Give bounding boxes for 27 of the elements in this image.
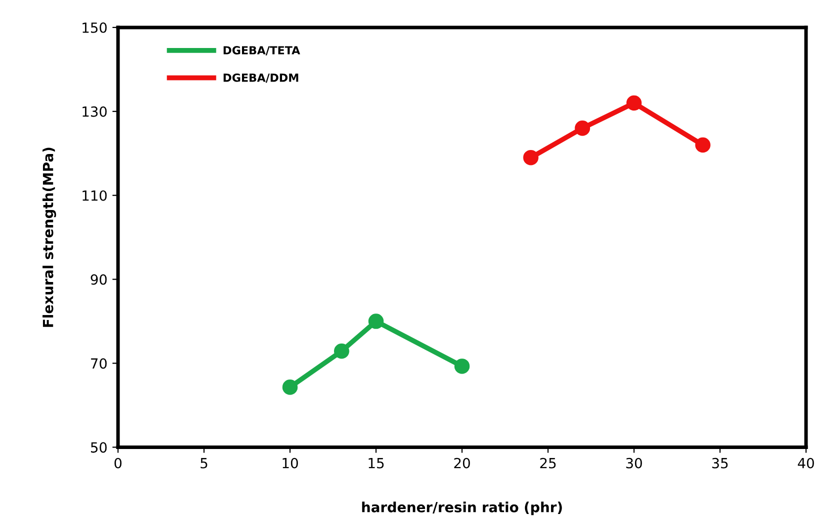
point bbox=[334, 343, 350, 359]
x-tick-label: 0 bbox=[114, 458, 122, 468]
y-tick-label: 50 bbox=[91, 442, 107, 453]
x-tick-label: 10 bbox=[282, 458, 298, 468]
legend-label: DGEBA/TETA bbox=[224, 46, 300, 56]
point bbox=[695, 137, 710, 153]
y-tick-label: 70 bbox=[91, 358, 107, 369]
point bbox=[626, 95, 642, 111]
y-tick-label: 110 bbox=[82, 190, 107, 201]
x-tick-label: 20 bbox=[454, 458, 470, 468]
y-tick-label: 150 bbox=[82, 22, 107, 33]
point bbox=[368, 314, 384, 329]
x-tick-label: 30 bbox=[626, 458, 642, 468]
point bbox=[574, 120, 590, 136]
x-tick-label: 5 bbox=[200, 458, 208, 468]
y-axis-title: Flexural strength(MPa) bbox=[42, 148, 56, 327]
point bbox=[454, 358, 470, 374]
y-tick-label: 90 bbox=[90, 274, 107, 285]
x-tick-label: 35 bbox=[712, 458, 728, 468]
point bbox=[282, 380, 298, 395]
point bbox=[523, 150, 538, 166]
x-tick-label: 15 bbox=[368, 458, 384, 468]
x-tick-label: 40 bbox=[798, 458, 814, 468]
legend-label: DGEBA/DDM bbox=[224, 73, 298, 83]
y-tick-label: 130 bbox=[82, 106, 107, 117]
x-tick-label: 25 bbox=[540, 458, 556, 468]
x-axis-title: hardener/resin ratio (phr) bbox=[362, 502, 562, 516]
